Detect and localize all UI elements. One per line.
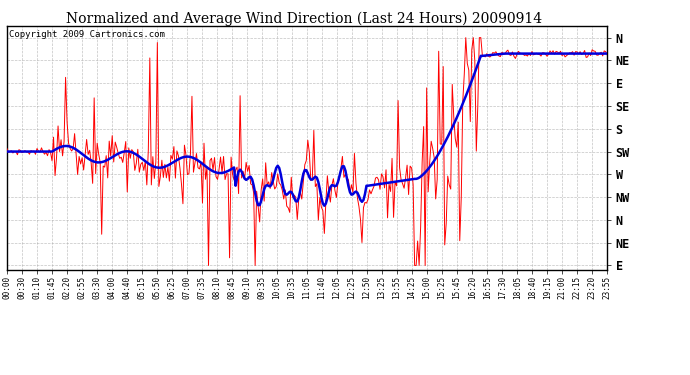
Text: Normalized and Average Wind Direction (Last 24 Hours) 20090914: Normalized and Average Wind Direction (L… [66,11,542,26]
Text: Copyright 2009 Cartronics.com: Copyright 2009 Cartronics.com [9,30,165,39]
